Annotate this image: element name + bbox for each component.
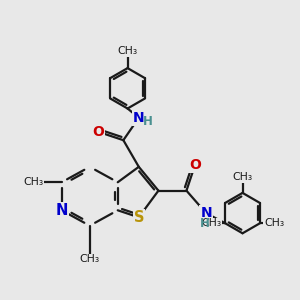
Text: N: N — [56, 203, 68, 218]
Text: CH₃: CH₃ — [118, 46, 138, 56]
Text: H: H — [200, 217, 210, 230]
Text: S: S — [134, 210, 144, 225]
Text: O: O — [92, 125, 104, 139]
Text: CH₃: CH₃ — [201, 218, 221, 228]
Text: N: N — [200, 206, 212, 220]
Text: N: N — [133, 111, 145, 125]
Text: H: H — [143, 116, 153, 128]
Text: O: O — [189, 158, 201, 172]
Text: CH₃: CH₃ — [80, 254, 100, 264]
Text: CH₃: CH₃ — [264, 218, 284, 228]
Text: CH₃: CH₃ — [24, 177, 44, 187]
Text: CH₃: CH₃ — [232, 172, 253, 182]
